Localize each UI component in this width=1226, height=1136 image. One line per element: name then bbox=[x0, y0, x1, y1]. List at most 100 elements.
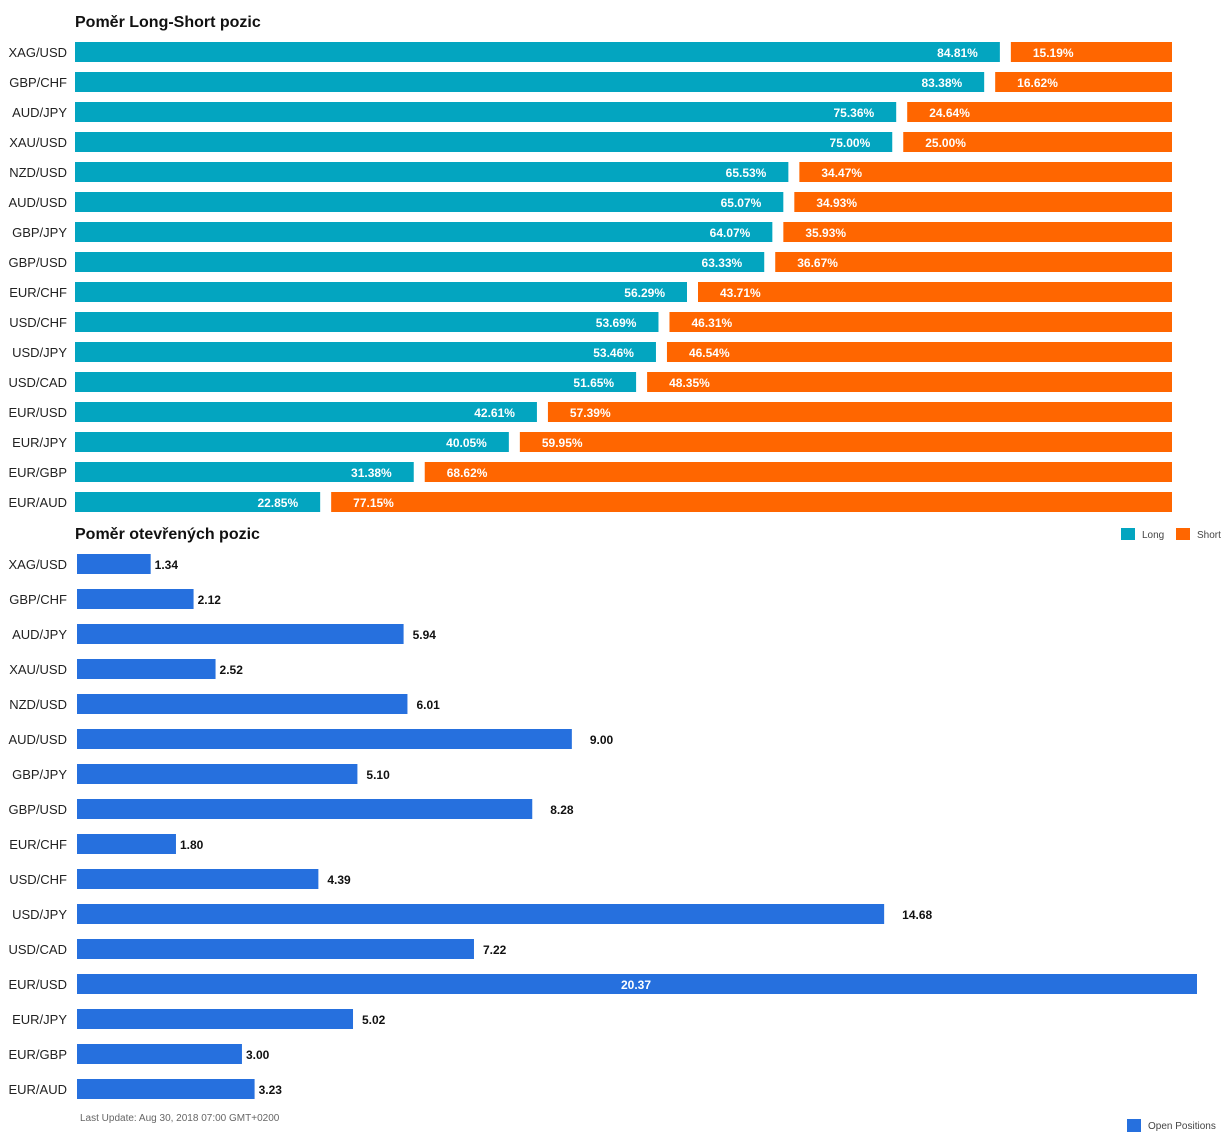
short-bar bbox=[331, 492, 1172, 512]
long-short-chart: XAG/USD 84.81% 15.19% GBP/CHF 83.38% 16.62% AU… bbox=[8, 42, 1172, 512]
short-bar bbox=[666, 342, 1172, 362]
short-bar bbox=[775, 252, 1172, 272]
short-bar bbox=[647, 372, 1172, 392]
long-short-category-label: EUR/JPY bbox=[12, 435, 67, 450]
legend-short-swatch bbox=[1176, 528, 1190, 540]
open-positions-category-label: USD/CAD bbox=[8, 942, 67, 957]
open-positions-value-label: 2.52 bbox=[220, 663, 244, 677]
open-positions-value-label: 5.02 bbox=[362, 1013, 386, 1027]
open-positions-bar bbox=[77, 589, 194, 609]
legend-open-label: Open Positions bbox=[1148, 1121, 1216, 1132]
open-positions-value-label: 2.12 bbox=[198, 593, 222, 607]
long-short-category-label: GBP/USD bbox=[8, 255, 67, 270]
open-positions-bar bbox=[77, 659, 216, 679]
short-value-label: 34.47% bbox=[821, 166, 862, 180]
long-value-label: 64.07% bbox=[710, 226, 751, 240]
long-short-category-label: AUD/USD bbox=[8, 195, 67, 210]
long-bar bbox=[75, 132, 893, 152]
short-value-label: 43.71% bbox=[720, 286, 761, 300]
long-short-legend: Long Short bbox=[1121, 528, 1221, 541]
long-value-label: 63.33% bbox=[702, 256, 743, 270]
long-bar bbox=[75, 102, 897, 122]
long-short-category-label: AUD/JPY bbox=[12, 105, 67, 120]
short-bar bbox=[1010, 42, 1172, 62]
open-positions-bar bbox=[77, 624, 404, 644]
long-short-category-label: NZD/USD bbox=[9, 165, 67, 180]
long-short-category-label: EUR/AUD bbox=[8, 495, 67, 510]
short-bar bbox=[995, 72, 1172, 92]
short-value-label: 46.31% bbox=[691, 316, 732, 330]
open-positions-category-label: NZD/USD bbox=[9, 697, 67, 712]
open-positions-category-label: EUR/GBP bbox=[8, 1047, 67, 1062]
short-value-label: 57.39% bbox=[570, 406, 611, 420]
short-bar bbox=[794, 192, 1172, 212]
open-positions-category-label: AUD/USD bbox=[8, 732, 67, 747]
open-positions-bar bbox=[77, 1009, 354, 1029]
long-short-category-label: EUR/GBP bbox=[8, 465, 67, 480]
open-positions-chart: XAG/USD 1.34 GBP/CHF 2.12 AUD/JPY 5.94 XAU/USD… bbox=[8, 554, 1197, 1099]
short-bar bbox=[698, 282, 1172, 302]
open-positions-value-label: 4.39 bbox=[327, 873, 351, 887]
long-bar bbox=[75, 192, 784, 212]
open-positions-bar bbox=[77, 974, 1197, 994]
short-bar bbox=[547, 402, 1172, 422]
long-value-label: 65.53% bbox=[726, 166, 767, 180]
open-positions-value-label: 7.22 bbox=[483, 943, 507, 957]
legend-long-swatch bbox=[1121, 528, 1135, 540]
long-bar bbox=[75, 252, 765, 272]
long-short-category-label: GBP/CHF bbox=[9, 75, 67, 90]
open-positions-bar bbox=[77, 834, 176, 854]
open-positions-category-label: AUD/JPY bbox=[12, 627, 67, 642]
legend-long-label: Long bbox=[1142, 530, 1164, 541]
open-positions-legend: Open Positions bbox=[1127, 1119, 1216, 1132]
open-positions-category-label: EUR/JPY bbox=[12, 1012, 67, 1027]
short-bar bbox=[907, 102, 1172, 122]
open-positions-category-label: EUR/USD bbox=[8, 977, 67, 992]
long-short-category-label: XAU/USD bbox=[9, 135, 67, 150]
open-positions-value-label: 3.23 bbox=[259, 1083, 283, 1097]
open-positions-value-label: 8.28 bbox=[550, 803, 574, 817]
short-value-label: 77.15% bbox=[353, 496, 394, 510]
long-value-label: 53.69% bbox=[596, 316, 637, 330]
long-value-label: 75.36% bbox=[833, 106, 874, 120]
legend-short-label: Short bbox=[1197, 530, 1221, 541]
open-positions-value-label: 1.34 bbox=[155, 558, 179, 572]
long-short-category-label: XAG/USD bbox=[8, 45, 67, 60]
open-positions-category-label: EUR/AUD bbox=[8, 1082, 67, 1097]
short-value-label: 48.35% bbox=[669, 376, 710, 390]
long-bar bbox=[75, 402, 537, 422]
long-value-label: 31.38% bbox=[351, 466, 392, 480]
long-value-label: 42.61% bbox=[474, 406, 515, 420]
short-value-label: 24.64% bbox=[929, 106, 970, 120]
open-positions-value-label: 1.80 bbox=[180, 838, 204, 852]
open-positions-category-label: XAG/USD bbox=[8, 557, 67, 572]
long-bar bbox=[75, 342, 656, 362]
open-positions-category-label: GBP/CHF bbox=[9, 592, 67, 607]
short-value-label: 36.67% bbox=[797, 256, 838, 270]
open-positions-bar bbox=[77, 904, 885, 924]
long-short-category-label: GBP/JPY bbox=[12, 225, 67, 240]
long-short-category-label: EUR/CHF bbox=[9, 285, 67, 300]
long-bar bbox=[75, 462, 414, 482]
long-bar bbox=[75, 282, 688, 302]
long-value-label: 65.07% bbox=[721, 196, 762, 210]
long-bar bbox=[75, 492, 321, 512]
short-value-label: 68.62% bbox=[447, 466, 488, 480]
open-positions-title: Poměr otevřených pozic bbox=[75, 526, 260, 543]
long-short-title: Poměr Long-Short pozic bbox=[75, 14, 261, 31]
short-value-label: 34.93% bbox=[816, 196, 857, 210]
short-bar bbox=[799, 162, 1172, 182]
short-bar bbox=[903, 132, 1172, 152]
open-positions-value-label: 9.00 bbox=[590, 733, 614, 747]
short-bar bbox=[783, 222, 1172, 242]
long-bar bbox=[75, 312, 659, 332]
short-value-label: 46.54% bbox=[689, 346, 730, 360]
open-positions-category-label: EUR/CHF bbox=[9, 837, 67, 852]
long-bar bbox=[75, 162, 789, 182]
open-positions-value-label: 3.00 bbox=[246, 1048, 270, 1062]
long-value-label: 75.00% bbox=[830, 136, 871, 150]
open-positions-value-label: 14.68 bbox=[902, 908, 932, 922]
open-positions-bar bbox=[77, 939, 474, 959]
long-bar bbox=[75, 432, 509, 452]
